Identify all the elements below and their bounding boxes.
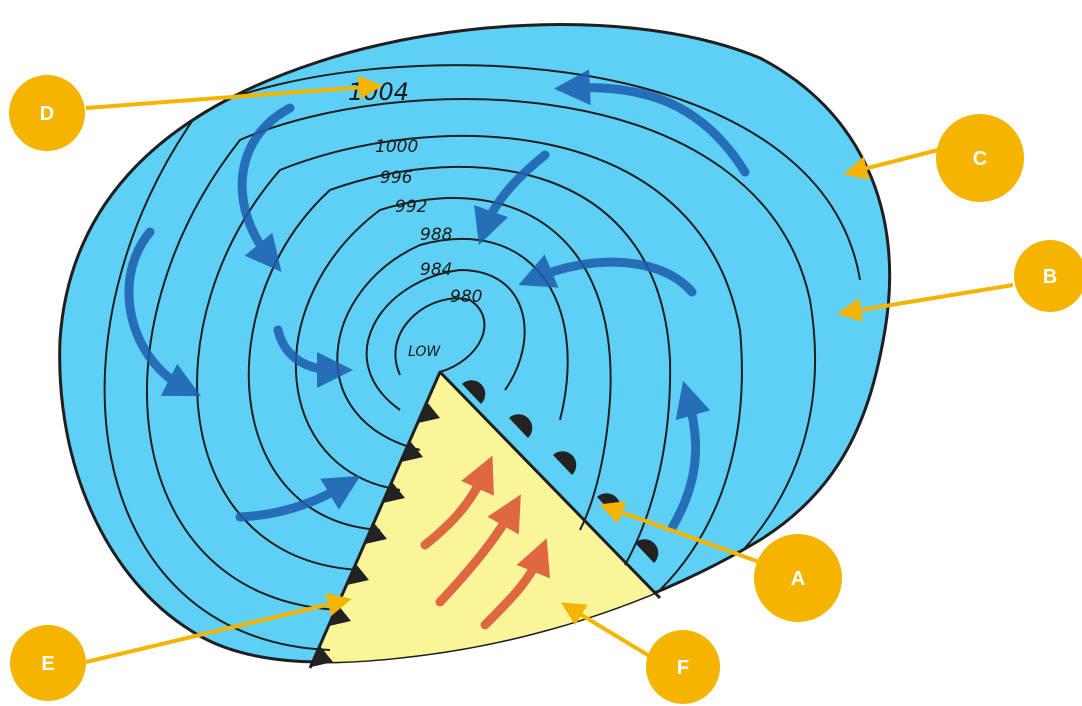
callout-d-circle xyxy=(9,75,85,151)
flow-arrow-right-mid xyxy=(518,254,697,297)
label-980: 980 xyxy=(450,287,482,307)
callout-f-circle xyxy=(646,630,720,704)
callout-d-label: D xyxy=(40,103,54,125)
warm-arrow-3 xyxy=(480,538,551,630)
flow-arrow-center-left xyxy=(273,325,353,388)
isobar-988 xyxy=(336,238,569,451)
callouts: D C B A E F xyxy=(9,75,1082,704)
pointer-e xyxy=(85,592,352,664)
cold-front-pip xyxy=(347,564,369,585)
pointer-d xyxy=(85,75,383,110)
label-992: 992 xyxy=(395,197,427,217)
isobar-996 xyxy=(247,165,672,566)
warm-front-pip xyxy=(553,451,577,475)
label-984: 984 xyxy=(420,260,452,280)
cold-front-pip xyxy=(401,441,423,462)
flow-arrow-top-left xyxy=(237,103,295,272)
callout-c-circle xyxy=(936,114,1024,202)
cold-front-pip xyxy=(365,523,387,544)
callout-c[interactable]: C xyxy=(936,114,1024,202)
callout-c-label: C xyxy=(973,148,987,170)
callout-f-label: F xyxy=(677,657,689,679)
callout-d[interactable]: D xyxy=(9,75,85,151)
callout-e-label: E xyxy=(41,653,54,675)
warm-air-arrows xyxy=(420,455,551,630)
flow-arrow-right-lower xyxy=(667,380,711,533)
label-988: 988 xyxy=(420,225,453,245)
warm-front-line xyxy=(438,370,662,600)
flow-arrow-left xyxy=(124,227,202,397)
flow-arrow-top-right xyxy=(554,69,750,177)
callout-f[interactable]: F xyxy=(646,630,720,704)
isobar-1004 xyxy=(146,98,817,611)
callout-e-circle xyxy=(10,625,86,701)
isobar-992 xyxy=(295,197,612,531)
flow-arrow-bottom-left xyxy=(235,475,361,522)
flow-arrows xyxy=(124,69,750,533)
cold-front xyxy=(308,371,442,669)
warm-arrow-2 xyxy=(435,494,521,607)
callout-b[interactable]: B xyxy=(1014,240,1082,312)
cold-front-pip xyxy=(383,482,405,503)
callout-e[interactable]: E xyxy=(10,625,86,701)
flow-arrow-upper-mid xyxy=(474,150,550,245)
callout-a-label: A xyxy=(791,568,805,590)
cold-front-line xyxy=(308,371,442,669)
warm-arrow-1 xyxy=(420,455,494,550)
label-996: 996 xyxy=(380,168,413,188)
cold-front-pip xyxy=(311,646,333,667)
pointer-c xyxy=(843,148,939,180)
pointer-f xyxy=(560,602,658,662)
warm-front-pip xyxy=(509,414,533,438)
pointer-b xyxy=(837,283,1014,322)
callout-b-circle xyxy=(1014,240,1082,312)
label-1004: 1004 xyxy=(348,78,409,106)
label-1000: 1000 xyxy=(375,137,418,157)
callout-pointers xyxy=(85,75,1014,664)
callout-a-circle xyxy=(754,534,842,622)
warm-front-pip xyxy=(462,380,486,404)
pointer-a xyxy=(599,501,763,565)
warm-front-pip xyxy=(635,539,659,563)
callout-a[interactable]: A xyxy=(754,534,842,622)
callout-b-label: B xyxy=(1043,266,1057,288)
isobar-984 xyxy=(365,268,526,411)
isobar-980 xyxy=(394,297,486,376)
label-low-center: LOW xyxy=(408,344,441,360)
isobar-1000 xyxy=(196,134,743,591)
cold-front-pip xyxy=(418,402,440,423)
